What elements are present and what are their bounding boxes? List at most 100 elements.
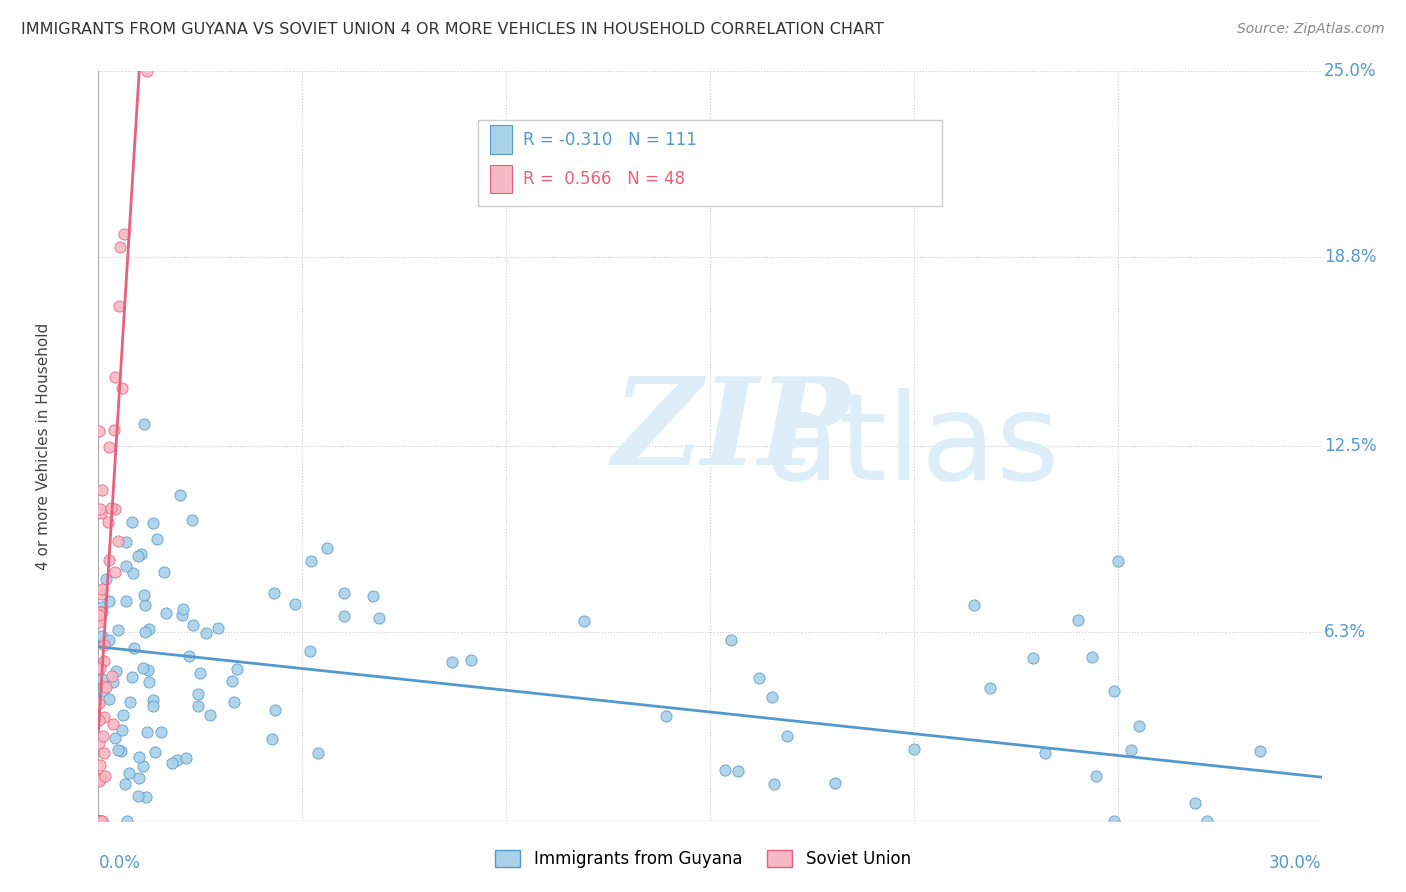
Point xyxy=(91,814,114,828)
Point xyxy=(97,632,120,647)
Point xyxy=(761,690,783,704)
Point xyxy=(90,771,112,785)
Point xyxy=(134,598,156,612)
Point xyxy=(91,582,114,597)
Point xyxy=(1084,769,1107,783)
Point xyxy=(187,699,209,714)
Point xyxy=(93,635,115,649)
Point xyxy=(114,534,136,549)
Point xyxy=(107,743,129,757)
Point xyxy=(89,772,111,787)
Point xyxy=(128,771,150,785)
Point xyxy=(142,698,165,713)
Point xyxy=(89,736,111,750)
Point xyxy=(284,597,307,611)
Point xyxy=(824,776,846,790)
Point xyxy=(114,777,136,791)
Point xyxy=(121,515,143,529)
Point xyxy=(94,572,117,586)
Point xyxy=(142,516,165,530)
Point xyxy=(333,586,356,600)
Point xyxy=(111,380,134,394)
Point xyxy=(198,707,221,722)
Point xyxy=(332,609,354,624)
Point xyxy=(91,629,114,643)
Point xyxy=(155,606,177,620)
Point xyxy=(104,731,127,745)
FancyBboxPatch shape xyxy=(489,165,512,194)
Point xyxy=(298,644,321,658)
FancyBboxPatch shape xyxy=(478,120,942,206)
Point xyxy=(90,483,112,498)
Point xyxy=(93,654,115,668)
Point xyxy=(222,695,245,709)
Point xyxy=(149,725,172,739)
Point xyxy=(441,655,464,669)
Point xyxy=(142,693,165,707)
Point xyxy=(93,683,115,698)
Point xyxy=(361,589,384,603)
Point xyxy=(225,662,247,676)
Point xyxy=(121,566,143,580)
Point xyxy=(188,665,211,680)
Point xyxy=(115,814,138,828)
Point xyxy=(87,814,110,828)
Point xyxy=(187,687,209,701)
Point xyxy=(299,554,322,568)
Point xyxy=(98,440,121,454)
Point xyxy=(87,608,110,623)
Point xyxy=(101,674,124,689)
Text: 30.0%: 30.0% xyxy=(1270,855,1322,872)
Point xyxy=(107,533,129,548)
Point xyxy=(1184,796,1206,810)
Point xyxy=(221,673,243,688)
Point xyxy=(655,709,678,723)
Point xyxy=(170,608,193,623)
Point xyxy=(748,671,770,685)
Point xyxy=(91,672,114,686)
Point xyxy=(776,729,799,743)
FancyBboxPatch shape xyxy=(489,125,512,153)
Point xyxy=(103,502,125,516)
Text: 6.3%: 6.3% xyxy=(1324,623,1367,640)
Point xyxy=(121,670,143,684)
Point xyxy=(98,594,121,608)
Point xyxy=(263,703,285,717)
Text: R =  0.566   N = 48: R = 0.566 N = 48 xyxy=(523,170,685,188)
Point xyxy=(93,746,115,760)
Point xyxy=(179,649,201,664)
Point xyxy=(136,724,159,739)
Point xyxy=(100,669,122,683)
Point xyxy=(136,64,159,78)
Point xyxy=(1081,650,1104,665)
Point xyxy=(1195,814,1218,828)
Point xyxy=(91,599,114,614)
Legend: Immigrants from Guyana, Soviet Union: Immigrants from Guyana, Soviet Union xyxy=(489,843,917,875)
Point xyxy=(91,814,114,828)
Point xyxy=(89,615,111,629)
Point xyxy=(903,741,925,756)
Point xyxy=(136,663,159,677)
Point xyxy=(103,717,125,731)
Point xyxy=(89,661,111,675)
Point xyxy=(134,624,156,639)
Point xyxy=(727,764,749,778)
Point xyxy=(93,638,115,652)
Point xyxy=(87,814,110,828)
Text: 4 or more Vehicles in Household: 4 or more Vehicles in Household xyxy=(37,322,51,570)
Point xyxy=(1066,613,1088,627)
Point xyxy=(131,661,153,675)
Point xyxy=(127,549,149,563)
Text: 12.5%: 12.5% xyxy=(1324,437,1376,455)
Point xyxy=(98,553,121,567)
Point xyxy=(108,239,131,253)
Point xyxy=(367,611,389,625)
Point xyxy=(89,501,111,516)
Point xyxy=(87,696,110,710)
Point xyxy=(87,814,110,828)
Point xyxy=(127,789,149,803)
Point xyxy=(180,513,202,527)
Point xyxy=(143,745,166,759)
Point xyxy=(90,506,112,520)
Point xyxy=(103,423,125,437)
